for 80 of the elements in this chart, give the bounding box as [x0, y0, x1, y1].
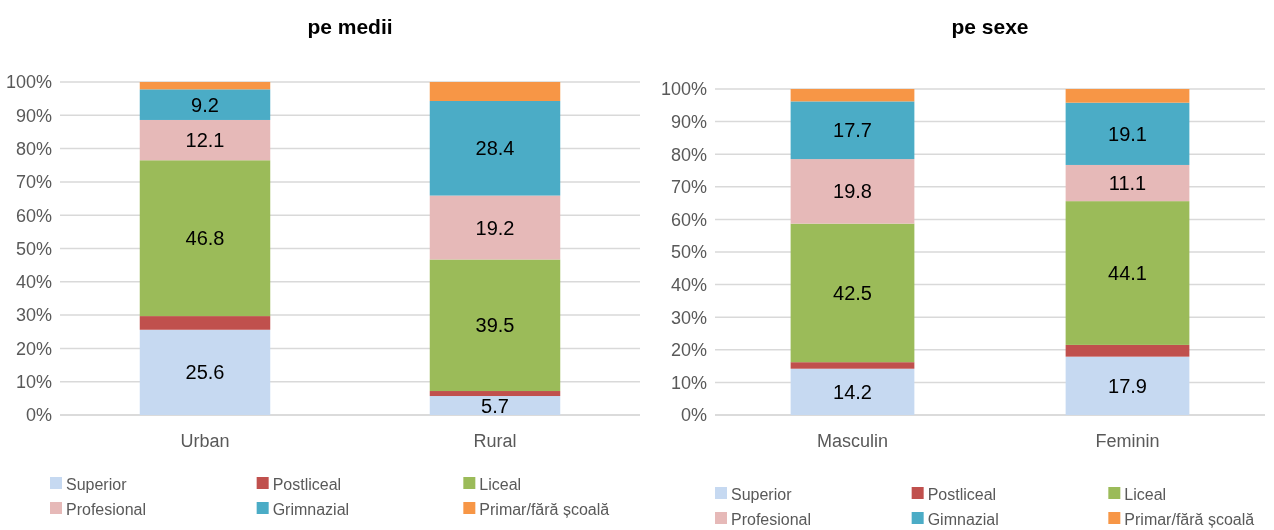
legend-label: Primar/fără școală — [1124, 510, 1255, 528]
legend-label: Gimnazial — [927, 510, 999, 528]
data-label: 12.1 — [185, 129, 225, 152]
legend-label: Liceal — [479, 475, 522, 493]
y-tick-label: 60% — [15, 205, 52, 226]
bar — [1065, 89, 1190, 103]
data-label: 19.1 — [1108, 122, 1147, 145]
bar — [429, 391, 561, 397]
y-tick-label: 80% — [670, 144, 707, 165]
data-label: 42.5 — [833, 281, 872, 304]
legend-label: Profesional — [66, 500, 147, 518]
y-tick-label: 60% — [670, 209, 707, 230]
bar — [790, 362, 915, 369]
data-label: 39.5 — [475, 314, 515, 337]
data-label: 25.6 — [185, 361, 225, 384]
bar — [790, 101, 915, 160]
x-tick-label: Rural — [473, 431, 517, 451]
legend-label: Grimnazial — [272, 500, 350, 518]
bar — [139, 82, 271, 90]
y-tick-label: 0% — [680, 405, 707, 426]
y-tick-label: 20% — [670, 340, 707, 361]
y-tick-label: 70% — [670, 177, 707, 198]
y-tick-label: 100% — [5, 72, 52, 93]
bar — [139, 160, 271, 317]
bar — [790, 368, 915, 415]
y-tick-label: 30% — [670, 307, 707, 328]
legend-label: Superior — [731, 485, 793, 503]
legend-label: Superior — [66, 475, 128, 493]
data-label: 46.8 — [185, 227, 225, 250]
bar — [139, 329, 271, 415]
bar — [1065, 344, 1190, 357]
bar — [1065, 164, 1190, 202]
legend-label: Liceal — [1124, 485, 1167, 503]
data-label: 28.4 — [475, 137, 515, 160]
data-label: 9.2 — [191, 93, 219, 116]
legend-label: Postliceal — [927, 485, 997, 503]
bar — [429, 82, 561, 101]
data-label: 17.9 — [1108, 374, 1147, 397]
bar — [790, 159, 915, 224]
data-label: 19.8 — [833, 180, 872, 203]
legend-label: Primar/fără școală — [479, 500, 610, 518]
y-tick-label: 90% — [670, 111, 707, 132]
bar — [139, 119, 271, 161]
x-tick-label: Feminin — [1095, 431, 1160, 451]
data-label: 14.2 — [833, 380, 872, 403]
legend-label: Profesional — [731, 510, 812, 528]
x-tick-label: Masculin — [816, 431, 889, 451]
data-label: 44.1 — [1108, 262, 1147, 285]
bar — [139, 89, 271, 120]
y-tick-label: 100% — [660, 79, 707, 100]
y-tick-label: 50% — [670, 242, 707, 263]
y-tick-label: 40% — [15, 272, 52, 293]
chart-title: pe medii — [307, 15, 393, 38]
y-tick-label: 80% — [15, 138, 52, 159]
bar — [139, 316, 271, 330]
bar — [1065, 201, 1190, 345]
y-tick-label: 40% — [670, 274, 707, 295]
y-tick-label: 20% — [15, 338, 52, 359]
data-label: 17.7 — [833, 119, 872, 142]
bar — [790, 89, 915, 102]
y-tick-label: 10% — [670, 372, 707, 393]
bar — [429, 396, 561, 415]
y-tick-label: 90% — [15, 105, 52, 126]
bar — [429, 100, 561, 196]
y-tick-label: 0% — [25, 405, 52, 426]
y-tick-label: 50% — [15, 238, 52, 259]
chart-title: pe sexe — [951, 15, 1029, 38]
bar — [1065, 356, 1190, 415]
data-label: 11.1 — [1108, 172, 1147, 195]
data-label: 5.7 — [481, 394, 509, 417]
y-tick-label: 30% — [15, 305, 52, 326]
legend-label: Postliceal — [272, 475, 342, 493]
y-tick-label: 70% — [15, 172, 52, 193]
y-tick-label: 10% — [15, 372, 52, 392]
bar — [790, 223, 915, 363]
x-tick-label: Urban — [180, 431, 230, 451]
data-label: 19.2 — [475, 216, 515, 239]
bar — [429, 259, 561, 392]
bar — [1065, 102, 1190, 165]
bar — [429, 195, 561, 260]
